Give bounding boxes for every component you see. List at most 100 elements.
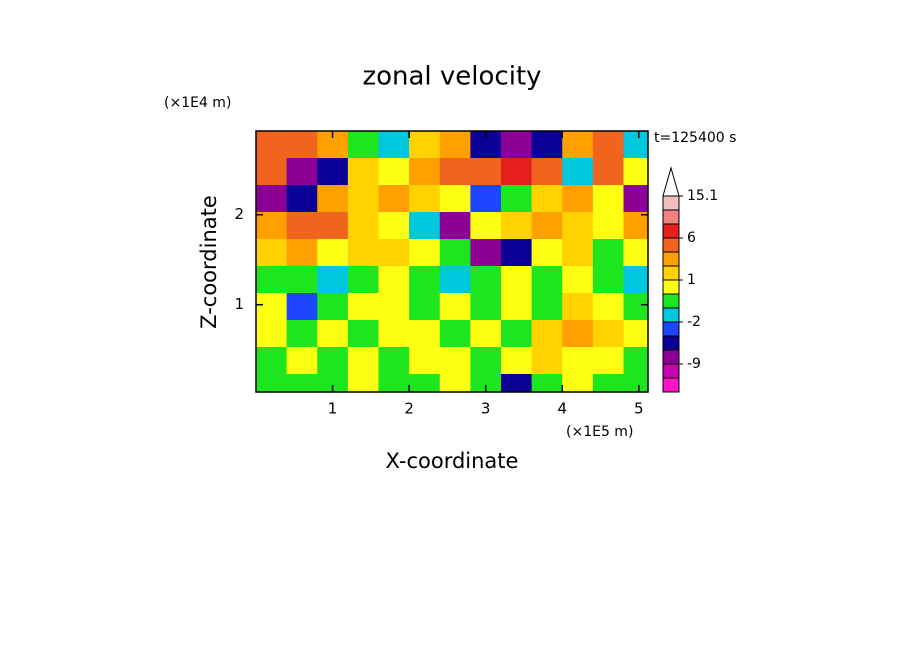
contour-cell [409,293,441,321]
contour-cell [623,239,648,267]
colorbar-bin [662,293,680,309]
contour-cell [409,158,441,186]
contour-cell [623,347,648,375]
contour-cell [470,212,502,240]
contour-cell [531,293,563,321]
contour-cell [592,212,624,240]
contour-cell [501,320,533,348]
x-tick-label: 1 [328,400,338,418]
x-tick-label: 2 [404,400,414,418]
contour-cell [562,212,594,240]
contour-cell [256,185,288,213]
contour-cell [531,374,563,392]
contour-cell [286,347,318,375]
contour-cell [256,212,288,240]
contour-cell [378,266,410,294]
contour-cell [256,158,288,186]
contour-cell [439,374,471,392]
contour-cell [501,158,533,186]
contour-cell [317,293,349,321]
colorbar-label: 1 [687,272,696,288]
contour-cell [286,320,318,348]
x-unit: (×1E5 m) [566,424,633,440]
contour-cell [286,293,318,321]
contour-cell [623,212,648,240]
contour-cell [623,185,648,213]
contour-cell [317,374,349,392]
colorbar-label: -2 [687,314,701,330]
contour-cell [623,131,648,159]
contour-cell [470,293,502,321]
contour-cell [317,212,349,240]
colorbar-bin [662,223,680,239]
contour-cell [378,239,410,267]
x-tick-label: 5 [634,400,644,418]
contour-cell [562,158,594,186]
colorbar-bin [662,363,680,379]
contour-cell [256,293,288,321]
colorbar-bin [662,209,680,225]
contour-cell [501,131,533,159]
contour-cell [317,185,349,213]
contour-cell [592,185,624,213]
contour-cell [592,158,624,186]
contour-cell [623,320,648,348]
contour-cell [409,374,441,392]
contour-cell [317,158,349,186]
contour-cell [347,293,379,321]
contour-cell [470,320,502,348]
contour-cell [531,131,563,159]
y-tick-label: 2 [234,205,244,223]
colorbar-label: 6 [687,230,696,246]
contour-cell [470,374,502,392]
colorbar-bin [662,265,680,281]
contour-cell [256,374,288,392]
colorbar-label: -9 [687,356,701,372]
contour-cell [470,185,502,213]
contour-cell [562,374,594,392]
contour-cell [409,347,441,375]
contour-cell [562,266,594,294]
contour-cell [347,374,379,392]
contour-cell [286,239,318,267]
contour-cell [256,266,288,294]
contour-cell [592,131,624,159]
contour-cell [470,158,502,186]
contour-cell [439,131,471,159]
colorbar-bin [662,279,680,295]
colorbar-extend [662,166,680,197]
contour-cell [378,131,410,159]
contour-cell [439,158,471,186]
y-axis-label: Z-coordinate [197,195,221,329]
chart-title: zonal velocity [362,62,541,92]
contour-cell [439,185,471,213]
contour-cell [562,320,594,348]
contour-cell [378,185,410,213]
contour-cell [286,185,318,213]
contour-cell [439,320,471,348]
contour-cell [347,320,379,348]
contour-cell [409,239,441,267]
contour-cell [623,293,648,321]
contour-cell [562,131,594,159]
contour-cell [409,266,441,294]
contour-cell [347,158,379,186]
contour-cell [439,266,471,294]
contour-cell [409,185,441,213]
contour-cell [409,212,441,240]
colorbar-bin [662,251,680,267]
contour-cell [623,374,648,392]
contour-cell [531,266,563,294]
contour-cell [592,320,624,348]
plot-frame [255,130,649,393]
contour-cell [378,293,410,321]
contour-cell [501,185,533,213]
contour-cell [347,266,379,294]
contour-cell [531,347,563,375]
contour-cell [623,266,648,294]
colorbar-bin [662,377,680,393]
contour-cell [378,158,410,186]
contour-cell [347,185,379,213]
contour-cell [501,293,533,321]
